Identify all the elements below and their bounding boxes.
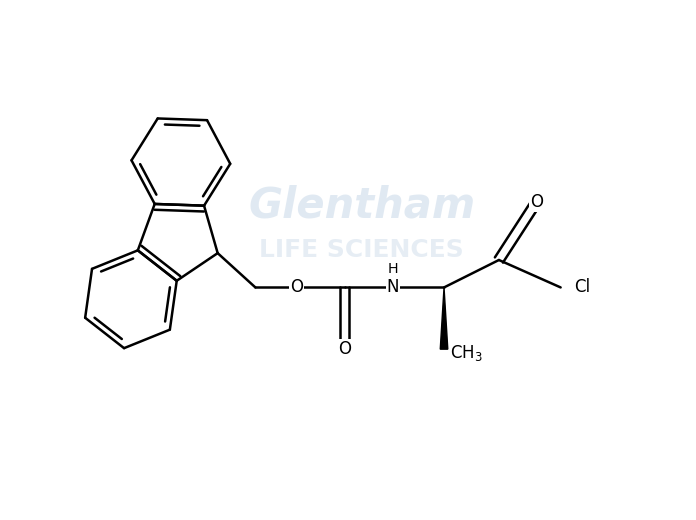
Text: O: O <box>338 340 351 358</box>
Text: Glentham: Glentham <box>248 184 475 226</box>
Text: N: N <box>386 278 399 296</box>
Text: O: O <box>530 193 543 211</box>
Text: H: H <box>387 262 398 276</box>
Text: O: O <box>290 278 303 296</box>
Text: Cl: Cl <box>574 278 591 296</box>
Text: CH$_3$: CH$_3$ <box>450 343 482 362</box>
Polygon shape <box>441 288 448 349</box>
Text: LIFE SCIENCES: LIFE SCIENCES <box>260 238 464 262</box>
